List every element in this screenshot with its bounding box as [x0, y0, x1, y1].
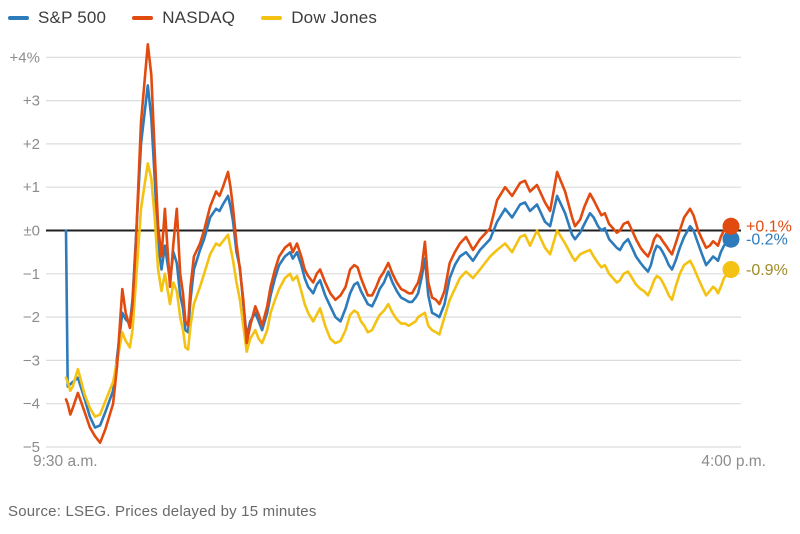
y-axis-tick-label: −2	[23, 309, 40, 326]
y-axis-labels: +4% +3 +2 +1 ±0 −1 −2 −3 −4 −5	[10, 49, 40, 456]
x-axis-end-label: 4:00 p.m.	[701, 453, 766, 470]
dowjones-line	[64, 162, 733, 419]
sp500-end-value-label: -0.2%	[746, 232, 788, 249]
y-axis-tick-label: −5	[23, 439, 40, 456]
dowjones-color-swatch	[261, 16, 283, 20]
y-axis-tick-label: +3	[23, 93, 40, 110]
dowjones-end-dot	[722, 261, 740, 278]
y-axis-tick-label: −3	[23, 352, 40, 369]
nasdaq-line	[64, 42, 733, 445]
y-axis-tick-label: +1	[23, 179, 40, 196]
sp500-end-dot	[722, 230, 740, 248]
legend-item-sp500: S&P 500	[8, 8, 106, 28]
y-axis-tick-label: +2	[23, 136, 40, 153]
nasdaq-end-value-label: +0.1%	[746, 219, 792, 236]
nasdaq-end-dot	[722, 217, 740, 235]
gridlines	[46, 56, 741, 448]
y-axis-tick-label: ±0	[23, 223, 40, 240]
sp500-color-swatch	[8, 16, 29, 20]
dowjones-legend-label: Dow Jones	[291, 8, 378, 27]
nasdaq-color-swatch	[132, 16, 154, 20]
legend-item-nasdaq: NASDAQ	[132, 8, 235, 28]
sp500-line	[64, 84, 733, 429]
chart-legend: S&P 500 NASDAQ Dow Jones	[8, 8, 377, 28]
source-note: Source: LSEG. Prices delayed by 15 minut…	[8, 503, 317, 520]
sp500-legend-label: S&P 500	[38, 8, 107, 27]
legend-item-dowjones: Dow Jones	[261, 8, 377, 28]
nasdaq-legend-label: NASDAQ	[162, 8, 236, 27]
x-axis-start-label: 9:30 a.m.	[33, 453, 98, 470]
dowjones-end-value-label: -0.9%	[746, 262, 788, 279]
y-axis-tick-label: +4%	[10, 49, 40, 66]
y-axis-tick-label: −1	[23, 266, 40, 283]
intraday-performance-chart: +4%+3+2+1±0−1−2−3−4−5 +0.1% -0.2% -0.9% …	[10, 42, 792, 470]
y-axis-tick-label: −4	[23, 396, 40, 413]
